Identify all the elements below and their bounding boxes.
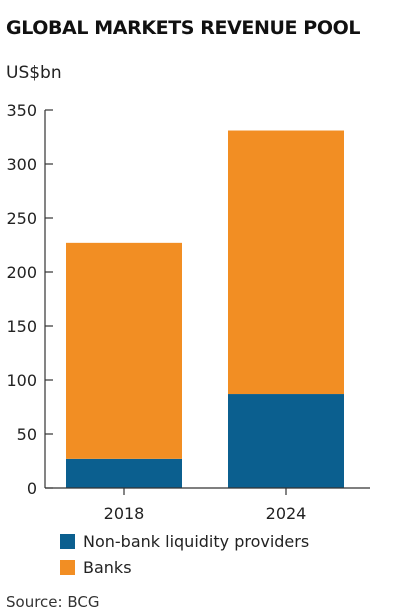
legend-swatch-banks bbox=[60, 559, 75, 575]
y-tick-label: 150 bbox=[6, 317, 37, 336]
x-tick-label-2018: 2018 bbox=[104, 504, 145, 523]
bar-2024-banks bbox=[228, 130, 344, 395]
bar-2024-non-bank bbox=[228, 394, 344, 488]
legend-label-banks: Banks bbox=[83, 557, 132, 577]
legend-item-banks: Banks bbox=[60, 554, 309, 580]
chart-title: GLOBAL MARKETS REVENUE POOL bbox=[6, 17, 361, 39]
y-tick-label: 50 bbox=[17, 425, 37, 444]
y-tick-label: 0 bbox=[27, 479, 37, 498]
legend-label-non-bank: Non-bank liquidity providers bbox=[83, 531, 310, 551]
bars-group bbox=[66, 130, 344, 488]
y-tick-label: 100 bbox=[6, 371, 37, 390]
stacked-bar-chart: 0 50 100 150 200 250 300 350 2018 2024 bbox=[6, 101, 370, 523]
legend-swatch-non-bank bbox=[60, 533, 75, 549]
y-axis: 0 50 100 150 200 250 300 350 bbox=[6, 101, 53, 498]
y-axis-unit-label: US$bn bbox=[6, 63, 62, 83]
x-tick-label-2024: 2024 bbox=[266, 504, 307, 523]
source-note: Source: BCG bbox=[6, 593, 100, 611]
bar-2018-banks bbox=[66, 242, 182, 459]
legend: Non-bank liquidity providers Banks bbox=[60, 528, 309, 580]
y-tick-label: 350 bbox=[6, 101, 37, 120]
y-tick-label: 250 bbox=[6, 209, 37, 228]
legend-item-non-bank: Non-bank liquidity providers bbox=[60, 528, 309, 554]
y-tick-label: 200 bbox=[6, 263, 37, 282]
bar-2018-non-bank bbox=[66, 458, 182, 488]
x-axis: 2018 2024 bbox=[45, 487, 370, 523]
y-tick-label: 300 bbox=[6, 155, 37, 174]
